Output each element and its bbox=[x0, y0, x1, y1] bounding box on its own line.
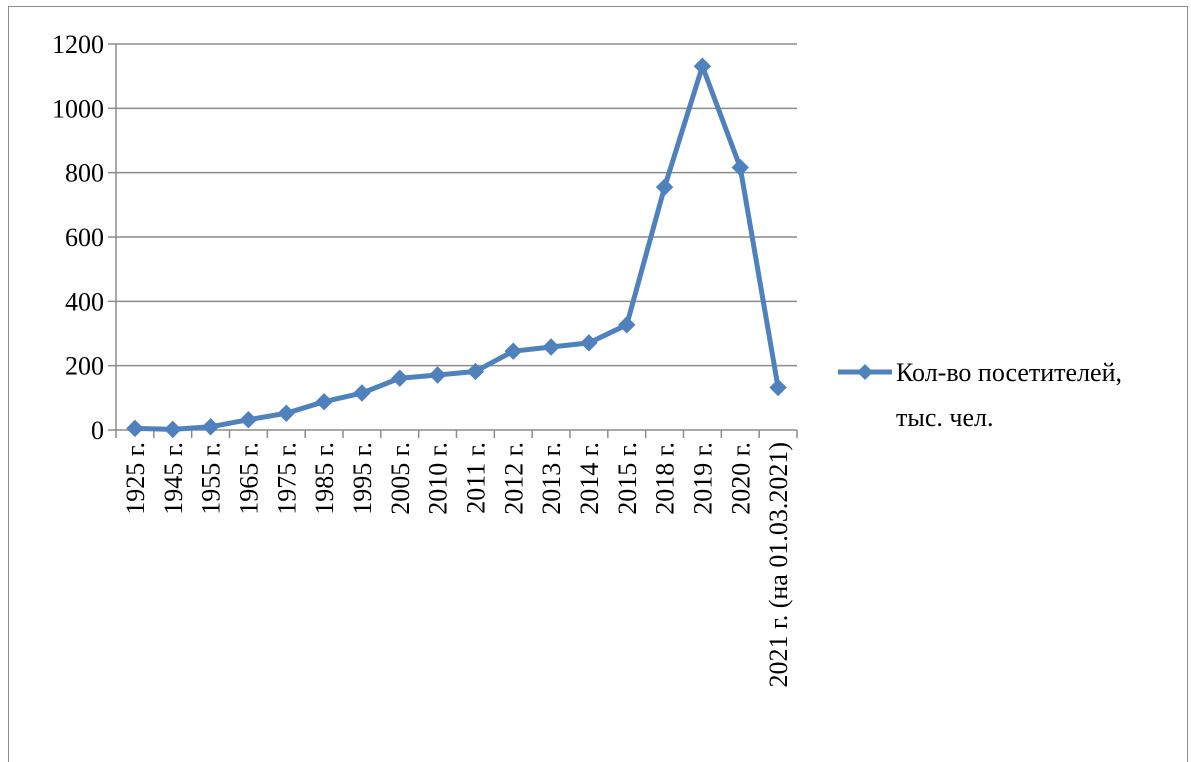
data-point-marker bbox=[240, 412, 256, 428]
data-point-marker bbox=[430, 367, 446, 383]
x-tick-label: 2011 г. bbox=[461, 442, 490, 514]
data-point-marker bbox=[316, 394, 332, 410]
x-tick-label: 2005 г. bbox=[386, 442, 415, 515]
x-tick-label: 2020 г. bbox=[726, 442, 755, 515]
x-tick-label: 2018 г. bbox=[651, 442, 680, 515]
axes bbox=[108, 44, 797, 438]
y-tick-label: 800 bbox=[65, 159, 104, 188]
x-tick-label: 2019 г. bbox=[688, 442, 717, 515]
x-tick-label: 1985 г. bbox=[310, 442, 339, 515]
data-point-marker bbox=[543, 339, 559, 355]
legend-label: тыс. чел. bbox=[896, 403, 993, 432]
series bbox=[127, 58, 786, 437]
y-tick-label: 400 bbox=[65, 287, 104, 316]
x-tick-label: 2014 г. bbox=[575, 442, 604, 515]
x-tick-label: 1965 г. bbox=[234, 442, 263, 515]
data-point-marker bbox=[165, 421, 181, 437]
x-tick-label: 1925 г. bbox=[121, 442, 150, 515]
legend: Кол-во посетителей, тыс. чел. bbox=[838, 358, 1122, 432]
data-point-marker bbox=[392, 370, 408, 386]
data-point-marker bbox=[619, 317, 635, 333]
y-tick-label: 600 bbox=[65, 223, 104, 252]
x-tick-label: 1995 г. bbox=[348, 442, 377, 515]
x-tick-label: 2013 г. bbox=[537, 442, 566, 515]
data-point-marker bbox=[127, 420, 143, 436]
x-tick-label: 2021 г. (на 01.03.2021) bbox=[764, 442, 793, 688]
x-tick-label: 1945 г. bbox=[159, 442, 188, 515]
y-tick-label: 1000 bbox=[52, 94, 104, 123]
data-point-marker bbox=[657, 179, 673, 195]
data-point-marker bbox=[694, 58, 710, 74]
data-point-marker bbox=[203, 419, 219, 435]
data-point-marker bbox=[278, 405, 294, 421]
y-axis-tick-labels: 0 200 400 600 800 1000 1200 bbox=[52, 30, 104, 445]
x-tick-label: 2010 г. bbox=[424, 442, 453, 515]
x-tick-label: 1975 г. bbox=[272, 442, 301, 515]
y-tick-label: 1200 bbox=[52, 30, 104, 59]
data-point-marker bbox=[581, 335, 597, 351]
y-tick-label: 0 bbox=[91, 416, 104, 445]
x-tick-label: 2012 г. bbox=[499, 442, 528, 515]
data-point-marker bbox=[354, 385, 370, 401]
legend-marker bbox=[857, 364, 873, 380]
x-tick-label: 1955 г. bbox=[197, 442, 226, 515]
x-tick-label: 2015 г. bbox=[613, 442, 642, 515]
y-tick-label: 200 bbox=[65, 352, 104, 381]
series-line bbox=[135, 66, 778, 429]
data-point-marker bbox=[770, 380, 786, 396]
legend-label: Кол-во посетителей, bbox=[896, 358, 1122, 387]
x-axis-tick-labels: 1925 г. 1945 г. 1955 г. 1965 г. 1975 г. 1985 … bbox=[121, 442, 793, 688]
